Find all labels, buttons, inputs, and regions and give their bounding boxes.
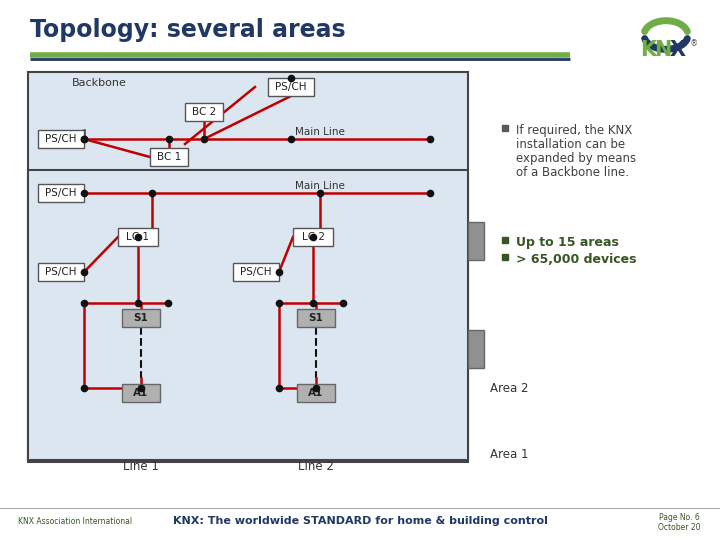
Text: Area 1: Area 1 <box>490 449 528 462</box>
Text: Line 1: Line 1 <box>123 460 159 473</box>
Bar <box>38 263 84 281</box>
Text: A1: A1 <box>308 388 323 398</box>
Text: > 65,000 devices: > 65,000 devices <box>516 253 636 266</box>
Text: S1: S1 <box>134 313 148 323</box>
Bar <box>297 309 335 327</box>
Bar <box>268 78 314 96</box>
Bar <box>28 72 468 462</box>
Bar <box>122 309 160 327</box>
Text: installation can be: installation can be <box>516 138 625 151</box>
Text: Area 2: Area 2 <box>490 381 528 395</box>
Text: BC 2: BC 2 <box>192 107 216 117</box>
Bar <box>185 103 223 121</box>
Text: S1: S1 <box>309 313 323 323</box>
Bar <box>297 384 335 402</box>
Bar <box>233 263 279 281</box>
Bar <box>150 148 188 166</box>
Text: KNX: The worldwide STANDARD for home & building control: KNX: The worldwide STANDARD for home & b… <box>173 516 547 526</box>
Text: PS/CH: PS/CH <box>240 267 271 277</box>
Bar <box>38 184 84 202</box>
Text: October 20: October 20 <box>657 523 700 532</box>
Text: PS/CH: PS/CH <box>275 82 307 92</box>
Text: Up to 15 areas: Up to 15 areas <box>516 236 619 249</box>
Bar <box>122 384 160 402</box>
Bar <box>38 130 84 148</box>
Text: LC 2: LC 2 <box>302 232 325 242</box>
Text: expanded by means: expanded by means <box>516 152 636 165</box>
Text: Line 2: Line 2 <box>298 460 334 473</box>
Text: PS/CH: PS/CH <box>45 188 77 198</box>
Text: BC 1: BC 1 <box>157 152 181 162</box>
Text: N: N <box>654 40 672 60</box>
Text: KNX Association International: KNX Association International <box>18 516 132 525</box>
Text: PS/CH: PS/CH <box>45 134 77 144</box>
Text: X: X <box>670 40 686 60</box>
Text: of a Backbone line.: of a Backbone line. <box>516 166 629 179</box>
Text: If required, the KNX: If required, the KNX <box>516 124 632 137</box>
Text: Backbone: Backbone <box>72 78 127 88</box>
Bar <box>468 222 484 260</box>
Text: LC 1: LC 1 <box>127 232 150 242</box>
Bar <box>293 228 333 246</box>
Bar <box>118 228 158 246</box>
Text: A1: A1 <box>133 388 148 398</box>
Text: Topology: several areas: Topology: several areas <box>30 18 346 42</box>
Text: ®: ® <box>690 39 698 48</box>
Text: K: K <box>640 40 656 60</box>
Bar <box>468 330 484 368</box>
Text: Main Line: Main Line <box>295 181 345 191</box>
Text: PS/CH: PS/CH <box>45 267 77 277</box>
Text: Page No. 6: Page No. 6 <box>660 512 700 522</box>
Bar <box>28 170 468 460</box>
Text: Main Line: Main Line <box>295 127 345 137</box>
